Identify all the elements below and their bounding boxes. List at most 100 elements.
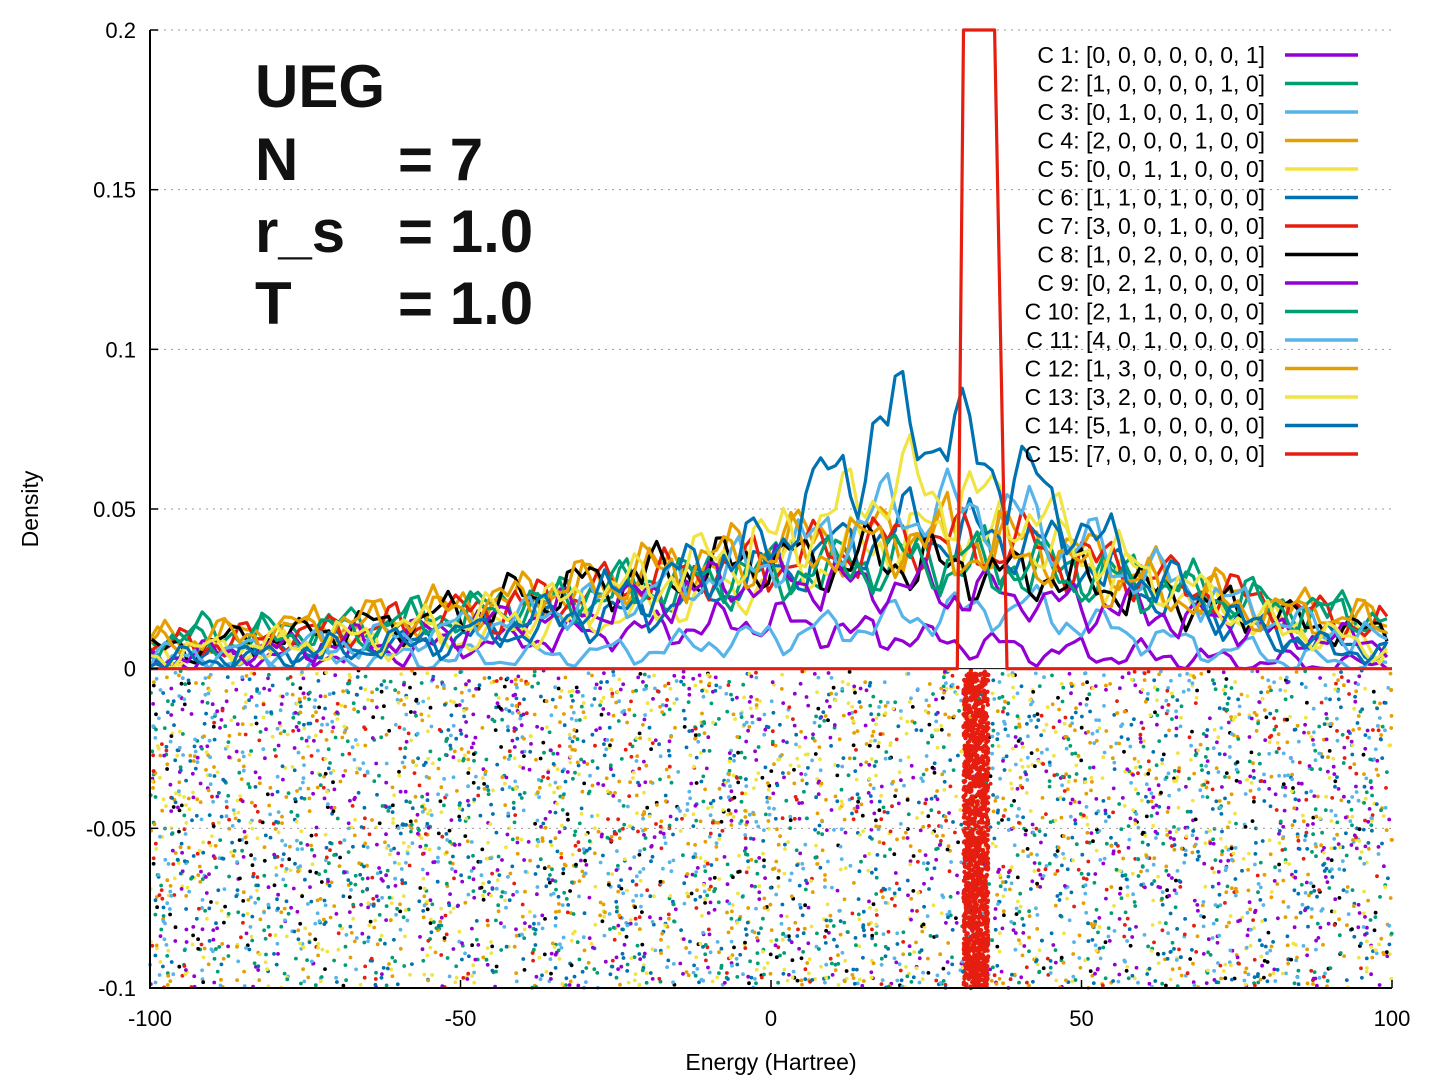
scatter-point	[1114, 841, 1118, 846]
scatter-point	[153, 841, 158, 846]
scatter-point	[1353, 699, 1358, 704]
scatter-point	[307, 809, 312, 813]
scatter-point	[249, 749, 254, 753]
scatter-point	[556, 676, 561, 681]
scatter-point	[1174, 709, 1178, 714]
scatter-point	[442, 777, 446, 781]
scatter-point	[1313, 976, 1318, 981]
scatter-point	[1133, 904, 1138, 908]
scatter-point	[1224, 771, 1229, 775]
scatter-point	[1305, 847, 1310, 851]
scatter-point	[1183, 853, 1188, 857]
scatter-point	[308, 885, 312, 889]
scatter-point	[1277, 868, 1282, 873]
scatter-point	[1379, 808, 1383, 813]
scatter-point	[1216, 735, 1221, 740]
scatter-point	[206, 962, 211, 967]
scatter-point	[1215, 740, 1219, 745]
scatter-point	[1350, 888, 1355, 892]
scatter-point	[567, 732, 572, 737]
scatter-point	[859, 859, 863, 864]
scatter-point	[1208, 953, 1213, 957]
scatter-point	[1228, 744, 1232, 749]
scatter-point	[1383, 805, 1388, 810]
scatter-point	[579, 806, 584, 811]
scatter-point	[522, 754, 526, 758]
scatter-point	[763, 765, 768, 770]
scatter-point	[743, 755, 747, 760]
scatter-point	[1125, 965, 1130, 969]
scatter-point	[397, 725, 402, 730]
scatter-point	[850, 973, 855, 977]
scatter-point	[1346, 729, 1351, 734]
scatter-point	[825, 699, 829, 703]
scatter-point	[410, 962, 414, 966]
scatter-point	[1048, 971, 1053, 975]
scatter-point	[1214, 799, 1219, 804]
scatter-point	[286, 911, 291, 916]
scatter-point	[1117, 849, 1121, 854]
scatter-point	[543, 917, 547, 921]
scatter-point	[1366, 898, 1370, 903]
scatter-point	[721, 782, 726, 787]
scatter-point	[926, 971, 931, 975]
scatter-point	[155, 905, 160, 910]
scatter-point	[513, 813, 518, 817]
scatter-point	[1067, 774, 1072, 779]
scatter-point	[1206, 770, 1211, 775]
scatter-point	[1021, 923, 1026, 927]
scatter-point	[1074, 706, 1078, 710]
scatter-point	[658, 979, 663, 984]
scatter-point	[1352, 762, 1357, 766]
scatter-point	[1079, 758, 1084, 763]
scatter-point	[1174, 891, 1179, 896]
scatter-point	[188, 753, 193, 758]
scatter-point	[325, 805, 330, 809]
scatter-point	[853, 936, 858, 940]
scatter-point	[1373, 948, 1378, 953]
scatter-point	[1210, 678, 1215, 683]
scatter-point	[634, 882, 639, 887]
scatter-point	[204, 711, 209, 716]
scatter-point	[513, 677, 518, 682]
scatter-point	[266, 676, 270, 681]
scatter-point	[1241, 856, 1246, 861]
scatter-point	[882, 680, 887, 685]
scatter-point	[1090, 780, 1094, 784]
scatter-point	[939, 839, 943, 843]
scatter-point	[719, 946, 724, 951]
scatter-point	[172, 876, 177, 881]
scatter-point	[1089, 831, 1094, 835]
scatter-point	[428, 808, 433, 813]
scatter-point	[1229, 686, 1234, 690]
scatter-point	[1268, 852, 1273, 857]
scatter-point	[857, 944, 862, 949]
scatter-point	[588, 773, 592, 778]
scatter-point	[901, 836, 906, 840]
scatter-point	[523, 921, 527, 925]
scatter-point	[287, 857, 292, 862]
scatter-point	[586, 791, 591, 796]
scatter-point	[222, 920, 226, 925]
scatter-point	[1178, 724, 1183, 729]
scatter-point	[514, 933, 519, 938]
scatter-point	[1342, 794, 1346, 799]
scatter-point	[306, 975, 311, 980]
scatter-point	[581, 935, 586, 940]
scatter-point	[1155, 687, 1160, 692]
scatter-point	[235, 722, 240, 727]
scatter-point	[826, 671, 831, 675]
scatter-point	[1259, 690, 1263, 695]
scatter-point	[734, 956, 739, 961]
scatter-point	[570, 852, 575, 857]
scatter-point	[929, 876, 934, 881]
scatter-point	[664, 767, 669, 772]
scatter-point	[1081, 901, 1086, 905]
scatter-point	[346, 878, 351, 882]
scatter-point	[274, 962, 279, 967]
scatter-point	[1227, 920, 1231, 925]
scatter-point	[928, 934, 933, 938]
scatter-point	[347, 910, 352, 914]
scatter-point	[1062, 856, 1067, 861]
scatter-point	[268, 785, 273, 790]
